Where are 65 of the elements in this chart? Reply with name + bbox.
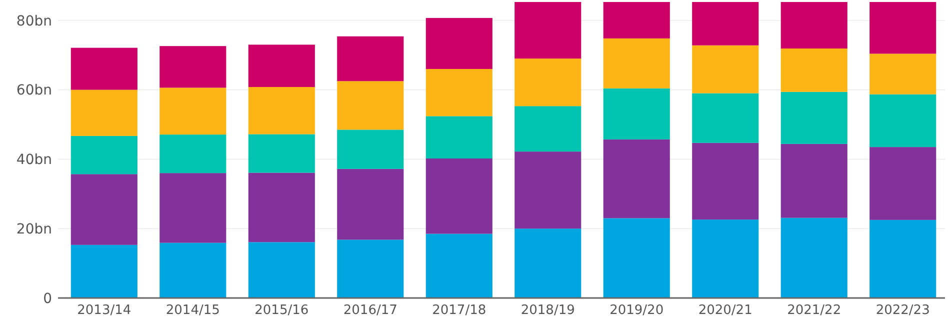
x-tick-label: 2022/23 (876, 303, 930, 318)
bar (337, 36, 404, 82)
bar (337, 130, 404, 169)
bar (160, 173, 226, 243)
bar (426, 234, 492, 298)
bar (692, 142, 759, 220)
y-tick-label: 40bn (16, 152, 52, 168)
bar (692, 93, 759, 143)
bar (780, 2, 848, 48)
y-tick-label: 0 (43, 290, 52, 307)
y-tick-label: 60bn (16, 82, 52, 99)
bar (870, 54, 936, 94)
bar (337, 81, 404, 130)
bar (514, 106, 582, 152)
bar (780, 92, 848, 144)
bar (780, 144, 848, 218)
bar (337, 240, 404, 298)
x-tick-label: 2016/17 (343, 303, 398, 318)
bar (248, 44, 315, 88)
bar (70, 90, 138, 136)
bar (603, 38, 670, 88)
bar (160, 134, 226, 174)
bar (337, 168, 404, 240)
x-tick-label: 2014/15 (166, 303, 220, 318)
bar (248, 242, 315, 298)
bar (514, 2, 582, 59)
bar (780, 218, 848, 298)
bar (603, 139, 670, 218)
x-tick-label: 2021/22 (787, 303, 842, 318)
bar (692, 2, 759, 46)
bar (70, 174, 138, 245)
y-tick-label: 20bn (16, 222, 52, 238)
bar (514, 58, 582, 106)
bar (426, 116, 492, 158)
bar (70, 136, 138, 174)
x-tick-label: 2018/19 (520, 303, 575, 318)
x-tick-label: 2013/14 (77, 303, 132, 318)
bar (160, 88, 226, 135)
bar (603, 218, 670, 298)
bar (426, 68, 492, 116)
bar (426, 158, 492, 234)
bar (248, 172, 315, 242)
x-tick-label: 2015/16 (254, 303, 309, 318)
y-tick-label: 80bn (16, 13, 52, 30)
x-tick-label: 2020/21 (698, 303, 752, 318)
bar (603, 2, 670, 38)
bar (70, 244, 138, 298)
bar (780, 48, 848, 92)
bar (160, 242, 226, 298)
bar (692, 220, 759, 298)
bar (870, 94, 936, 148)
bar (248, 87, 315, 134)
bar (870, 2, 936, 54)
bar (603, 88, 670, 140)
bar (514, 228, 582, 298)
bar (160, 46, 226, 88)
bar (70, 48, 138, 90)
bar (870, 220, 936, 298)
bar (692, 45, 759, 94)
bar (870, 147, 936, 220)
bar (248, 134, 315, 173)
bar (426, 18, 492, 69)
x-tick-label: 2019/20 (610, 303, 664, 318)
x-tick-label: 2017/18 (432, 303, 486, 318)
bar (514, 152, 582, 229)
